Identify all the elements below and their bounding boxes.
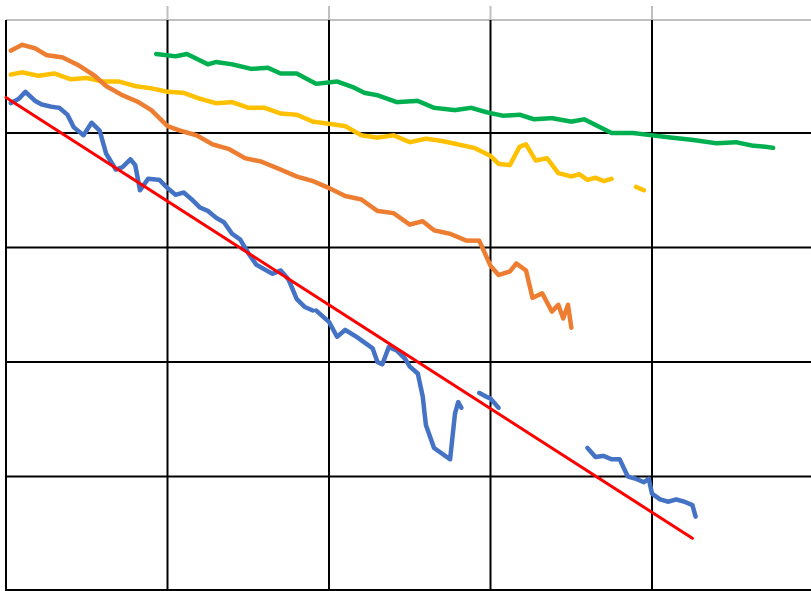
series-layer	[4, 42, 776, 540]
series-line-1	[8, 70, 614, 184]
series-line-2	[633, 184, 647, 193]
series-line-6	[476, 390, 501, 411]
series-line-0	[153, 51, 776, 151]
grid-layer	[5, 6, 811, 591]
series-line-3	[8, 42, 574, 330]
trend-line	[4, 96, 694, 540]
series-line-4	[8, 89, 316, 313]
series-line-7	[585, 445, 698, 519]
series-line-5	[313, 308, 464, 462]
